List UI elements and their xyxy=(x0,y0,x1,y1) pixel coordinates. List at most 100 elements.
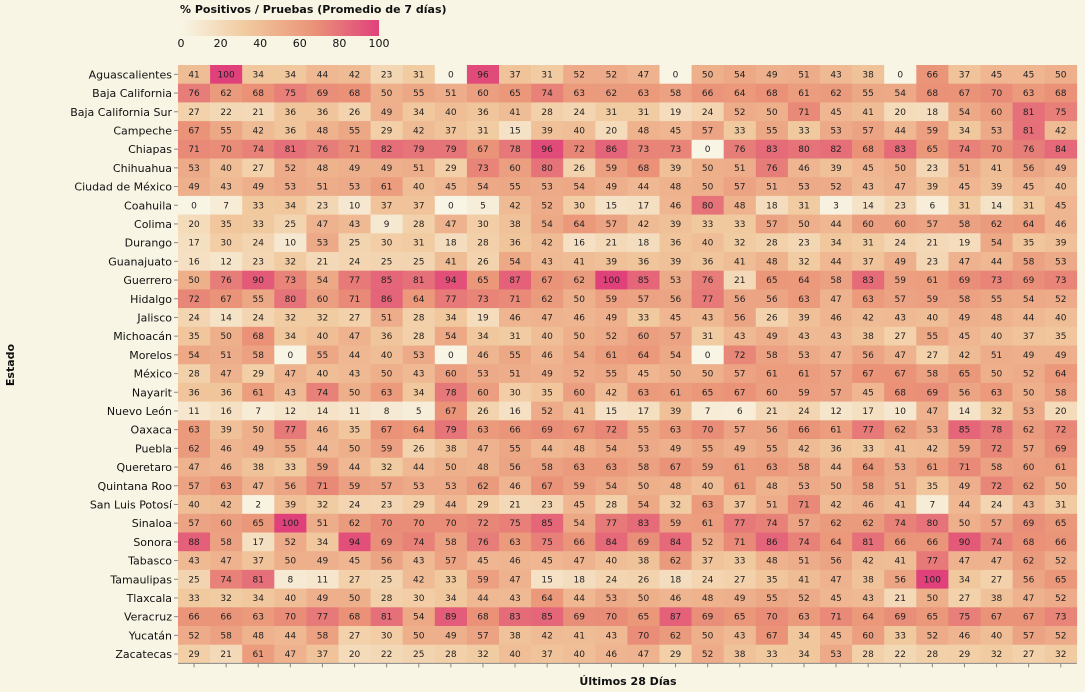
cell-value: 74 xyxy=(991,538,1003,548)
heatmap-cell xyxy=(884,457,917,477)
heatmap-cell xyxy=(210,345,243,365)
cell-value: 83 xyxy=(509,613,520,623)
heatmap-cell xyxy=(499,83,532,103)
heatmap-cell xyxy=(274,626,307,645)
heatmap-cell xyxy=(627,139,660,159)
heatmap-cell xyxy=(563,607,596,627)
cell-value: 78 xyxy=(509,145,521,155)
heatmap-cell xyxy=(531,551,564,571)
heatmap-cell xyxy=(434,65,468,84)
heatmap-cell xyxy=(338,607,371,627)
cell-value: 33 xyxy=(862,444,873,454)
cell-value: 55 xyxy=(220,126,231,136)
cell-value: 36 xyxy=(381,332,393,342)
heatmap-cell xyxy=(980,439,1013,458)
cell-value: 53 xyxy=(830,126,841,136)
heatmap-cell xyxy=(659,233,692,253)
heatmap-cell xyxy=(1012,382,1045,402)
cell-value: 34 xyxy=(445,594,457,604)
chart-title: % Positivos / Pruebas (Promedio de 7 día… xyxy=(180,3,447,16)
heatmap-cell xyxy=(210,569,243,589)
cell-value: 46 xyxy=(862,500,874,510)
cell-value: 21 xyxy=(766,407,777,417)
cell-value: 51 xyxy=(734,164,745,174)
cell-value: 31 xyxy=(702,332,713,342)
cell-value: 42 xyxy=(638,220,649,230)
cell-value: 61 xyxy=(253,650,264,660)
heatmap-cell xyxy=(916,401,949,421)
cell-value: 55 xyxy=(509,351,520,361)
cell-value: 52 xyxy=(574,370,585,380)
heatmap-cell xyxy=(627,644,660,664)
cell-value: 62 xyxy=(1023,557,1034,567)
heatmap-cell xyxy=(659,308,692,328)
cell-value: 59 xyxy=(606,295,618,305)
cell-value: 73 xyxy=(991,276,1002,286)
heatmap-cell xyxy=(338,252,371,271)
heatmap-cell xyxy=(466,270,500,290)
heatmap-cell xyxy=(402,607,436,627)
heatmap-cell xyxy=(274,195,307,215)
heatmap-cell xyxy=(370,569,403,589)
row-label: Jalisco xyxy=(136,311,172,324)
heatmap-cell xyxy=(980,326,1013,346)
heatmap-cell xyxy=(595,308,628,328)
cell-value: 63 xyxy=(766,463,777,473)
heatmap-cell xyxy=(274,308,307,328)
heatmap-cell xyxy=(595,588,628,608)
heatmap-cell xyxy=(980,457,1013,477)
heatmap-cell xyxy=(659,102,692,122)
heatmap-cell xyxy=(1044,588,1078,608)
cell-value: 28 xyxy=(927,650,939,660)
cell-value: 48 xyxy=(670,183,682,193)
cell-value: 67 xyxy=(959,89,970,99)
heatmap-cell xyxy=(659,569,692,589)
heatmap-cell xyxy=(306,83,339,103)
heatmap-cell xyxy=(434,214,468,234)
heatmap-cell xyxy=(402,252,436,271)
cell-value: 34 xyxy=(798,650,810,660)
heatmap-cell xyxy=(434,177,468,197)
cell-value: 62 xyxy=(220,89,231,99)
cell-value: 44 xyxy=(1023,313,1035,323)
heatmap-cell xyxy=(178,588,211,608)
heatmap-cell xyxy=(178,495,211,515)
heatmap-cell xyxy=(627,345,660,365)
heatmap-cell xyxy=(274,364,307,384)
cell-value: 47 xyxy=(445,220,456,230)
cell-value: 44 xyxy=(445,500,457,510)
heatmap-cell xyxy=(755,626,789,645)
heatmap-cell xyxy=(948,588,981,608)
cell-value: 50 xyxy=(188,276,200,286)
cell-value: 87 xyxy=(670,613,681,623)
heatmap-cell xyxy=(595,551,628,571)
cell-value: 19 xyxy=(959,239,971,249)
cell-value: 58 xyxy=(220,538,232,548)
heatmap-cell xyxy=(691,289,724,309)
heatmap-cell xyxy=(306,158,339,178)
heatmap-cell xyxy=(210,607,243,627)
heatmap-cell xyxy=(402,569,436,589)
cell-value: 68 xyxy=(862,145,874,155)
cell-value: 51 xyxy=(381,313,392,323)
cell-value: 43 xyxy=(541,257,552,267)
heatmap-cell xyxy=(916,270,949,290)
cell-value: 40 xyxy=(317,370,329,380)
heatmap-cell xyxy=(980,420,1013,440)
cell-value: 61 xyxy=(927,276,938,286)
heatmap-cell xyxy=(595,195,628,215)
cell-value: 47 xyxy=(477,444,488,454)
cell-value: 62 xyxy=(1023,482,1034,492)
cell-value: 56 xyxy=(670,295,682,305)
row-label: Sonora xyxy=(133,536,172,549)
cell-value: 50 xyxy=(798,220,810,230)
heatmap-cell xyxy=(948,401,981,421)
cell-value: 60 xyxy=(574,388,586,398)
heatmap-cell xyxy=(723,626,757,645)
cell-value: 16 xyxy=(220,407,232,417)
heatmap-cell xyxy=(1012,83,1045,103)
heatmap-cell xyxy=(980,382,1013,402)
heatmap-cell xyxy=(723,644,757,664)
cell-value: 27 xyxy=(349,313,360,323)
cell-value: 47 xyxy=(285,650,296,660)
